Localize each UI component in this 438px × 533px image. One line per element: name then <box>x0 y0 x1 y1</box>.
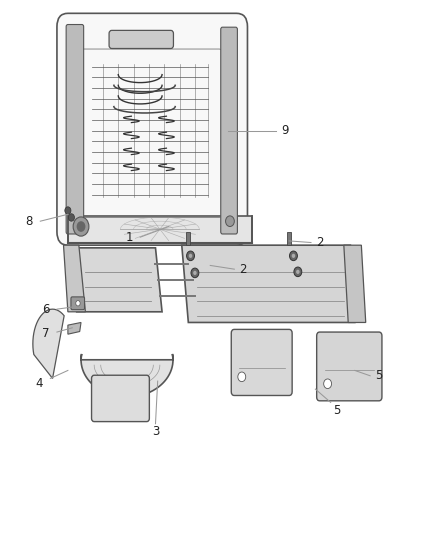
Circle shape <box>73 217 89 236</box>
FancyBboxPatch shape <box>71 297 85 310</box>
Circle shape <box>189 254 192 258</box>
Circle shape <box>238 372 246 382</box>
Circle shape <box>296 270 300 274</box>
Polygon shape <box>68 216 252 243</box>
FancyBboxPatch shape <box>221 27 237 234</box>
Text: 8: 8 <box>25 215 32 228</box>
Text: 2: 2 <box>316 236 324 249</box>
Polygon shape <box>33 309 64 378</box>
Text: 9: 9 <box>281 124 289 137</box>
Circle shape <box>187 251 194 261</box>
FancyBboxPatch shape <box>66 25 84 234</box>
Text: 3: 3 <box>152 425 159 438</box>
Polygon shape <box>344 245 366 322</box>
Circle shape <box>324 379 332 389</box>
Polygon shape <box>81 354 173 397</box>
Circle shape <box>294 267 302 277</box>
Polygon shape <box>182 245 355 322</box>
FancyBboxPatch shape <box>317 332 382 401</box>
FancyBboxPatch shape <box>109 30 173 49</box>
Circle shape <box>77 221 85 232</box>
Text: 4: 4 <box>35 377 43 390</box>
Text: 5: 5 <box>334 404 341 417</box>
Circle shape <box>226 216 234 227</box>
FancyBboxPatch shape <box>92 375 149 422</box>
Text: 6: 6 <box>42 303 50 316</box>
Circle shape <box>191 268 199 278</box>
Text: 2: 2 <box>239 263 247 276</box>
Circle shape <box>76 301 80 306</box>
Circle shape <box>292 254 295 258</box>
Circle shape <box>290 251 297 261</box>
FancyBboxPatch shape <box>231 329 292 395</box>
Polygon shape <box>64 245 85 312</box>
Bar <box>186 232 190 245</box>
Circle shape <box>193 271 197 275</box>
Polygon shape <box>70 248 162 312</box>
FancyBboxPatch shape <box>57 13 247 245</box>
Text: 5: 5 <box>375 369 382 382</box>
Circle shape <box>68 214 74 221</box>
Text: 1: 1 <box>125 231 133 244</box>
Circle shape <box>65 207 71 214</box>
Polygon shape <box>68 322 81 334</box>
Bar <box>287 232 291 245</box>
Text: 7: 7 <box>42 327 50 340</box>
